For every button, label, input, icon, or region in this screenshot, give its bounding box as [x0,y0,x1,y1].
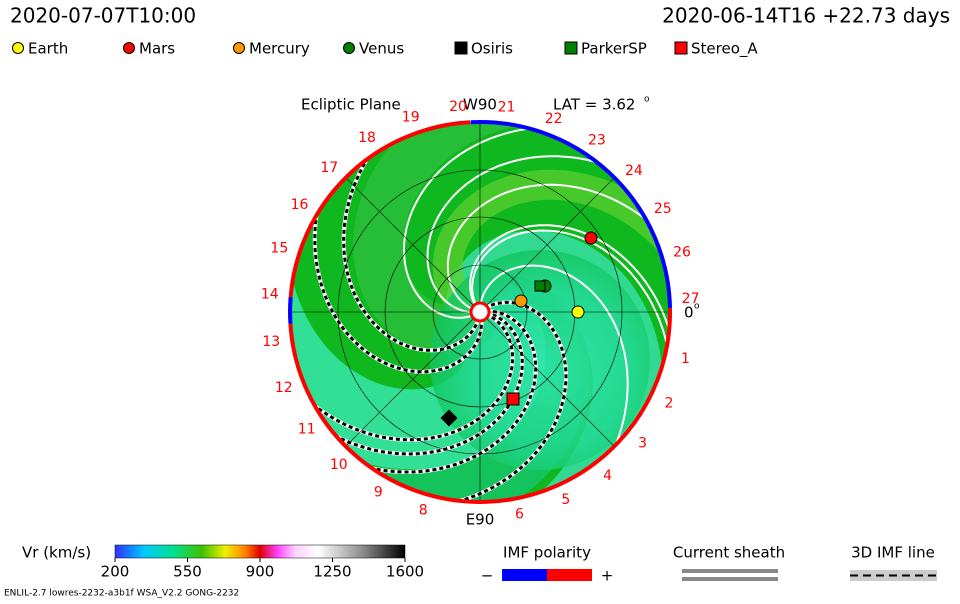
polarity-arc [288,296,293,324]
sector-label: 15 [270,240,288,256]
sector-label: 10 [330,457,348,473]
sector-label: 17 [320,160,338,176]
imf-line [297,312,515,442]
grid-ray [479,311,615,447]
imf-line [313,194,483,374]
imf-line [351,309,538,474]
sector-label: 18 [358,130,376,146]
sector-label: 6 [515,506,524,522]
colorbar-label: Vr (km/s) [22,544,91,562]
body [584,231,598,245]
polarity-arc [470,119,672,309]
footer: ENLIL-2.7 lowres-2232-a3b1f WSA_V2.2 GON… [4,589,239,599]
sector-label: 21 [498,100,516,116]
imf-positive [547,569,592,581]
sector-label: 16 [291,197,309,213]
imf-minus: − [481,567,494,585]
colorbar-tick-label: 200 [101,563,130,581]
sector-label: 27 [682,291,700,307]
lat-label: LAT = 3.62 [553,96,635,114]
polarity-arc [288,308,673,504]
legend-label: Stereo_A [691,40,758,59]
imf-negative [502,569,547,581]
imf-title: IMF polarity [503,544,591,562]
legend-marker [454,41,468,55]
legend-marker [674,41,688,55]
sector-label: 19 [402,109,420,125]
legend-marker [123,42,135,54]
colorbar-tick-label: 900 [246,563,275,581]
zero-label: 0 [684,304,694,322]
sector-label: 22 [545,111,563,127]
sheath-title: Current sheath [673,544,785,562]
sector-label: 1 [681,351,690,367]
sector-label: 4 [603,468,612,484]
colorbar [114,544,406,559]
spacecraft [440,409,458,427]
grid-ray [479,177,615,313]
sector-label: 9 [374,484,383,500]
reference-time: 2020-06-14T16 +22.73 days [662,4,950,28]
sector-label: 2 [665,396,674,412]
grid-ray [345,311,481,447]
imf-plus: + [601,567,614,585]
sector-label: 26 [673,245,691,261]
field-line [446,183,663,311]
imf-line [439,300,568,502]
sector-label: 12 [275,380,293,396]
sector-label: 20 [449,99,467,115]
sector-label: 11 [298,422,316,438]
body [514,294,528,308]
lat-unit: o [644,95,650,105]
imf3d-title: 3D IMF line [851,544,935,562]
sector-label: 5 [561,492,570,508]
field-line [426,155,618,314]
grid-ray [345,177,481,313]
spacecraft [534,280,546,292]
legend-marker [343,42,355,54]
legend-label: Mercury [249,40,310,58]
legend-label: Mars [139,40,175,58]
sector-label: 14 [261,287,279,303]
body [571,305,585,319]
sector-label: 25 [654,201,672,217]
legend-label: Osiris [471,40,513,58]
imf-line [342,141,481,352]
ecliptic-plot [288,119,673,504]
sector-label: 23 [588,132,606,148]
e90-label: E90 [466,511,495,529]
sector-label: 8 [419,502,428,518]
colorbar-tick-label: 1600 [386,563,424,581]
zero-unit: o [694,302,700,312]
field-line [469,224,670,350]
sector-label: 3 [638,435,647,451]
polarity-arc [288,120,471,298]
legend-marker [233,42,245,54]
colorbar-tick-label: 550 [173,563,202,581]
sun [469,301,491,323]
imf-line [317,311,524,456]
field-line [479,264,629,465]
sector-label: 13 [262,334,280,350]
field-line [471,229,670,366]
legend-marker [12,42,24,54]
field-line [402,125,551,319]
plot-title: Ecliptic Plane [301,96,401,114]
legend-label: ParkerSP [581,40,647,58]
w90-label: W90 [463,96,497,114]
spacecraft [506,392,520,406]
legend-label: Earth [28,40,68,58]
sector-label: 24 [625,163,643,179]
time: 2020-07-07T10:00 [10,4,196,28]
colorbar-tick-label: 1250 [313,563,351,581]
legend-label: Venus [359,40,404,58]
legend-marker [564,41,578,55]
